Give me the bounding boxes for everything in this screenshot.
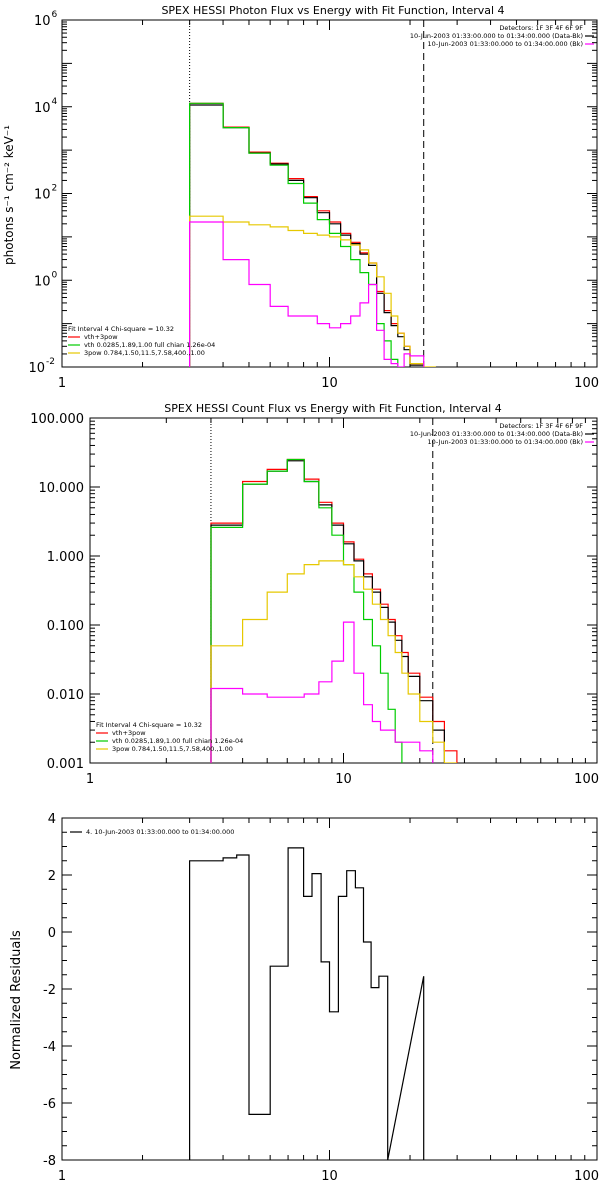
legend-entry: Fit Interval 4 Chi-square = 10.32 bbox=[68, 325, 174, 333]
y-tick-label: 4 bbox=[48, 812, 56, 827]
count-flux-title: SPEX HESSI Count Flux vs Energy with Fit… bbox=[164, 402, 501, 415]
x-tick-label: 1 bbox=[58, 1169, 66, 1184]
y-tick-label: 10.000 bbox=[39, 481, 85, 496]
y-tick-label-exponent: 2 bbox=[52, 184, 58, 194]
data-series-data bbox=[189, 847, 425, 1160]
plot-frame bbox=[61, 19, 598, 368]
legend-entry: 10-Jun-2003 01:33:00.000 to 01:34:00.000… bbox=[410, 430, 583, 438]
y-tick-label: 10 bbox=[34, 188, 51, 203]
y-tick-label: 10 bbox=[34, 274, 51, 289]
data-series-vth bbox=[189, 102, 399, 367]
y-tick-label: -4 bbox=[43, 1040, 56, 1055]
x-tick-label: 100 bbox=[574, 772, 599, 787]
legend-entry: vth 0.0285,1.89,1.00 full chian 1.26e-04 bbox=[84, 341, 215, 349]
photon-flux-chart: SPEX HESSI Photon Flux vs Energy with Fi… bbox=[2, 4, 599, 391]
y-tick-label-exponent: 4 bbox=[52, 97, 58, 107]
y-tick-label: 10 bbox=[34, 14, 51, 29]
residuals-chart: Normalized Residuals 1 10 100 -8 -6 -4 -2 0 2 4 4.… bbox=[9, 812, 599, 1184]
residuals-ylabel: Normalized Residuals bbox=[9, 930, 24, 1070]
y-tick-label: 2 bbox=[48, 869, 56, 884]
legend-entry: Fit Interval 4 Chi-square = 10.32 bbox=[96, 721, 202, 729]
y-tick-label: 0 bbox=[48, 926, 56, 941]
data-series-data bbox=[189, 104, 425, 367]
y-tick-label: 0.100 bbox=[47, 619, 84, 634]
x-tick-label: 100 bbox=[574, 1169, 599, 1184]
data-series-3pow bbox=[189, 215, 436, 367]
legend-entry: 10-Jun-2003 01:33:00.000 to 01:34:00.000… bbox=[428, 40, 583, 48]
x-tick-label: 10 bbox=[321, 1169, 338, 1184]
y-tick-label: 10 bbox=[34, 101, 51, 116]
photon-flux-ylabel: photons s⁻¹ cm⁻² keV⁻¹ bbox=[2, 125, 16, 265]
legend-entry: vth 0.0285,1.89,1.00 full chian 1.26e-04 bbox=[112, 737, 243, 745]
legend-entry: 10-Jun-2003 01:33:00.000 to 01:34:00.000… bbox=[410, 32, 583, 40]
y-tick-label: -6 bbox=[43, 1097, 56, 1112]
legend-entry: 4. 10-Jun-2003 01:33:00.000 to 01:34:00.… bbox=[86, 828, 234, 836]
data-series-vth bbox=[210, 458, 403, 763]
legend-entry: Detectors: 1F 3F 4F 6F 9F bbox=[499, 24, 583, 32]
x-tick-label: 1 bbox=[86, 772, 94, 787]
data-series-Bk bbox=[210, 621, 434, 763]
legend-entry: 3pow 0.784,1.50,11.5,7.58,400.,1.00 bbox=[112, 745, 233, 753]
photon-flux-title: SPEX HESSI Photon Flux vs Energy with Fi… bbox=[161, 4, 504, 17]
y-tick-label-exponent: 0 bbox=[52, 270, 58, 280]
y-tick-label-exponent: -2 bbox=[46, 357, 55, 367]
y-tick-label: 1.000 bbox=[47, 550, 84, 565]
y-tick-label-exponent: 6 bbox=[52, 10, 58, 20]
y-tick-label: 0.001 bbox=[47, 757, 84, 772]
legend-entry: 3pow 0.784,1.50,11.5,7.58,400.,1.00 bbox=[84, 349, 205, 357]
data-series-3pow bbox=[210, 560, 457, 763]
y-tick-label: 10 bbox=[28, 361, 45, 376]
y-tick-label: 100.000 bbox=[30, 412, 84, 427]
x-tick-label: 100 bbox=[574, 376, 599, 391]
y-tick-label: -2 bbox=[43, 983, 56, 998]
x-tick-label: 1 bbox=[58, 376, 66, 391]
legend-entry: 10-Jun-2003 01:33:00.000 to 01:34:00.000… bbox=[428, 438, 583, 446]
count-flux-chart: SPEX HESSI Count Flux vs Energy with Fit… bbox=[30, 402, 599, 787]
y-tick-label: -8 bbox=[43, 1154, 56, 1169]
legend-entry: vth+3pow bbox=[84, 333, 118, 341]
plot-frame bbox=[89, 417, 598, 764]
data-series-vth+3pow bbox=[189, 102, 425, 367]
data-series-data bbox=[210, 460, 445, 763]
legend-entry: vth+3pow bbox=[112, 729, 146, 737]
x-tick-label: 10 bbox=[335, 772, 352, 787]
legend-entry: Detectors: 1F 3F 4F 6F 9F bbox=[499, 422, 583, 430]
y-tick-label: 0.010 bbox=[47, 688, 84, 703]
x-tick-label: 10 bbox=[321, 376, 338, 391]
data-series-Bk bbox=[189, 221, 425, 367]
